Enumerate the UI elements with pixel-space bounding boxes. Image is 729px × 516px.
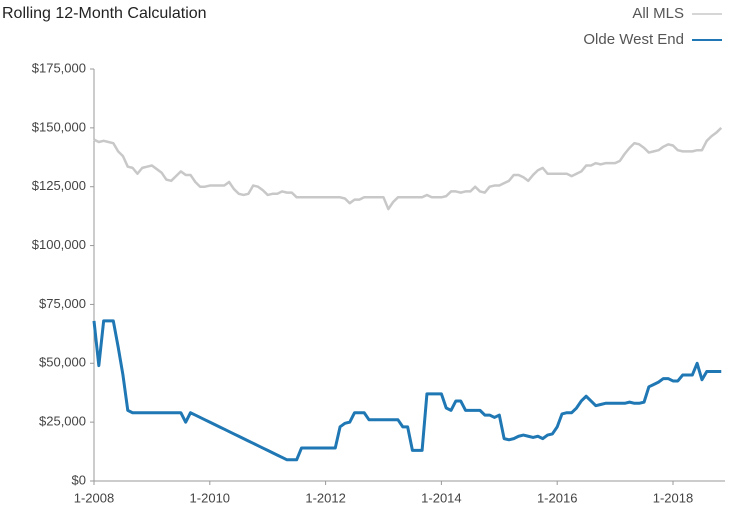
y-tick-label: $25,000 xyxy=(39,414,86,429)
y-tick-label: $0 xyxy=(72,472,86,487)
x-tick-label: 1-2012 xyxy=(305,490,345,505)
legend-label: All MLS xyxy=(632,5,684,22)
series-line xyxy=(92,319,722,462)
legend-label: Olde West End xyxy=(583,31,684,48)
x-tick-label: 1-2018 xyxy=(653,490,693,505)
series-line xyxy=(93,126,723,211)
y-tick-label: $100,000 xyxy=(32,237,86,252)
x-tick-label: 1-2014 xyxy=(421,490,461,505)
x-tick-label: 1-2016 xyxy=(537,490,577,505)
y-tick-label: $150,000 xyxy=(32,119,86,134)
y-tick-label: $75,000 xyxy=(39,296,86,311)
y-tick-label: $125,000 xyxy=(32,178,86,193)
y-tick-label: $175,000 xyxy=(32,60,86,75)
x-tick-label: 1-2008 xyxy=(74,490,114,505)
chart-title: Rolling 12-Month Calculation xyxy=(2,5,207,22)
y-tick-label: $50,000 xyxy=(39,355,86,370)
x-tick-label: 1-2010 xyxy=(190,490,230,505)
